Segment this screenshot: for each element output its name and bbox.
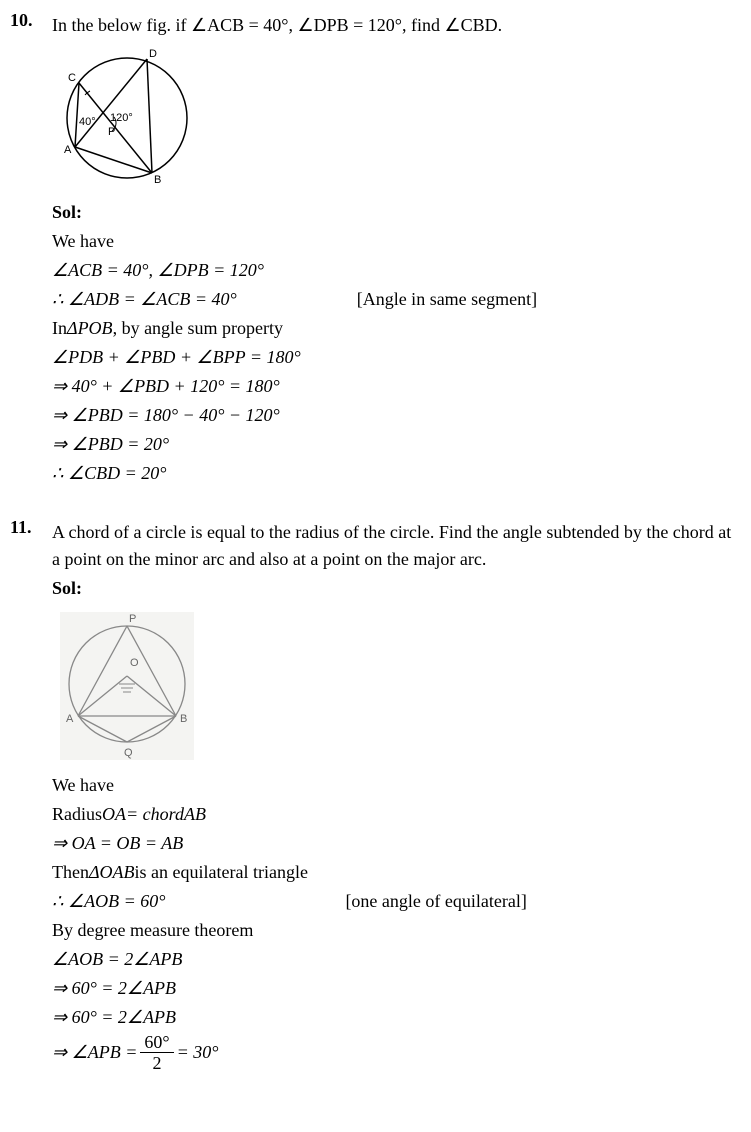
sol-math: ∴ ∠ADB = ∠ACB = 40° — [52, 286, 237, 313]
label-o: O — [130, 657, 139, 669]
label-40: 40° — [79, 116, 96, 128]
chord-ac — [75, 83, 79, 147]
diagram-chord-radius: P A B Q O — [52, 606, 202, 766]
sol-math: ∴ ∠AOB = 60° — [52, 888, 165, 915]
label-q: Q — [124, 747, 133, 759]
chord-db — [147, 59, 152, 173]
problem-body: A chord of a circle is equal to the radi… — [52, 517, 741, 1074]
sol-label: Sol: — [52, 575, 741, 602]
sol-math: AB — [184, 801, 206, 828]
sol-line: We have — [52, 772, 741, 799]
sol-line: We have — [52, 228, 741, 255]
sol-math: ⇒ ∠APB = — [52, 1039, 137, 1066]
sol-aside: [one angle of equilateral] — [345, 888, 526, 915]
diagram-circle-acb: D C A B P 40° 120° — [52, 43, 202, 193]
sol-text: = chord — [126, 801, 184, 828]
label-b: B — [154, 174, 161, 186]
problem-body: In the below fig. if ∠ACB = 40°, ∠DPB = … — [52, 10, 741, 489]
label-d: D — [149, 48, 157, 60]
sol-math: = 30° — [177, 1039, 219, 1066]
sol-aside: [Angle in same segment] — [357, 286, 537, 313]
label-a: A — [66, 713, 74, 725]
sol-math: ∠PDB + ∠PBD + ∠BPP = 180° — [52, 344, 301, 371]
fraction-numerator: 60° — [140, 1033, 173, 1053]
sol-math: OA — [102, 801, 126, 828]
diagram-bg — [60, 612, 194, 760]
problem-10: 10. In the below fig. if ∠ACB = 40°, ∠DP… — [10, 10, 741, 489]
sol-math: ΔPOB — [67, 315, 113, 342]
problem-11: 11. A chord of a circle is equal to the … — [10, 517, 741, 1074]
problem-number: 11. — [10, 517, 52, 1074]
sol-math: ⇒ ∠PBD = 20° — [52, 431, 169, 458]
sol-text: is an equilateral triangle — [135, 859, 308, 886]
sol-math: ⇒ ∠PBD = 180° − 40° − 120° — [52, 402, 280, 429]
label-120: 120° — [110, 112, 133, 124]
sol-math: ⇒ 60° = 2∠APB — [52, 975, 176, 1002]
sol-label: Sol: — [52, 199, 741, 226]
question-text: In the below fig. if ∠ACB = 40°, ∠DPB = … — [52, 12, 741, 39]
sol-text: Radius — [52, 801, 102, 828]
chord-ab — [75, 147, 152, 173]
sol-math: ∠ACB = 40°, ∠DPB = 120° — [52, 257, 264, 284]
sol-text: In — [52, 315, 67, 342]
sol-math: ∴ ∠CBD = 20° — [52, 460, 166, 487]
question-text: A chord of a circle is equal to the radi… — [52, 519, 741, 573]
label-c: C — [68, 72, 76, 84]
problem-number: 10. — [10, 10, 52, 489]
label-b: B — [180, 713, 187, 725]
sol-math: ⇒ OA = OB = AB — [52, 830, 183, 857]
label-p: P — [129, 613, 136, 625]
label-p: P — [108, 126, 115, 138]
label-a: A — [64, 144, 72, 156]
sol-math: ⇒ 60° = 2∠APB — [52, 1004, 176, 1031]
fraction-denominator: 2 — [148, 1053, 165, 1072]
sol-text: Then — [52, 859, 89, 886]
sol-math: ΔOAB — [89, 859, 135, 886]
sol-math: ⇒ 40° + ∠PBD + 120° = 180° — [52, 373, 280, 400]
sol-math: ∠AOB = 2∠APB — [52, 946, 182, 973]
sol-line: By degree measure theorem — [52, 917, 741, 944]
fraction: 60° 2 — [140, 1033, 173, 1072]
sol-text: , by angle sum property — [113, 315, 283, 342]
